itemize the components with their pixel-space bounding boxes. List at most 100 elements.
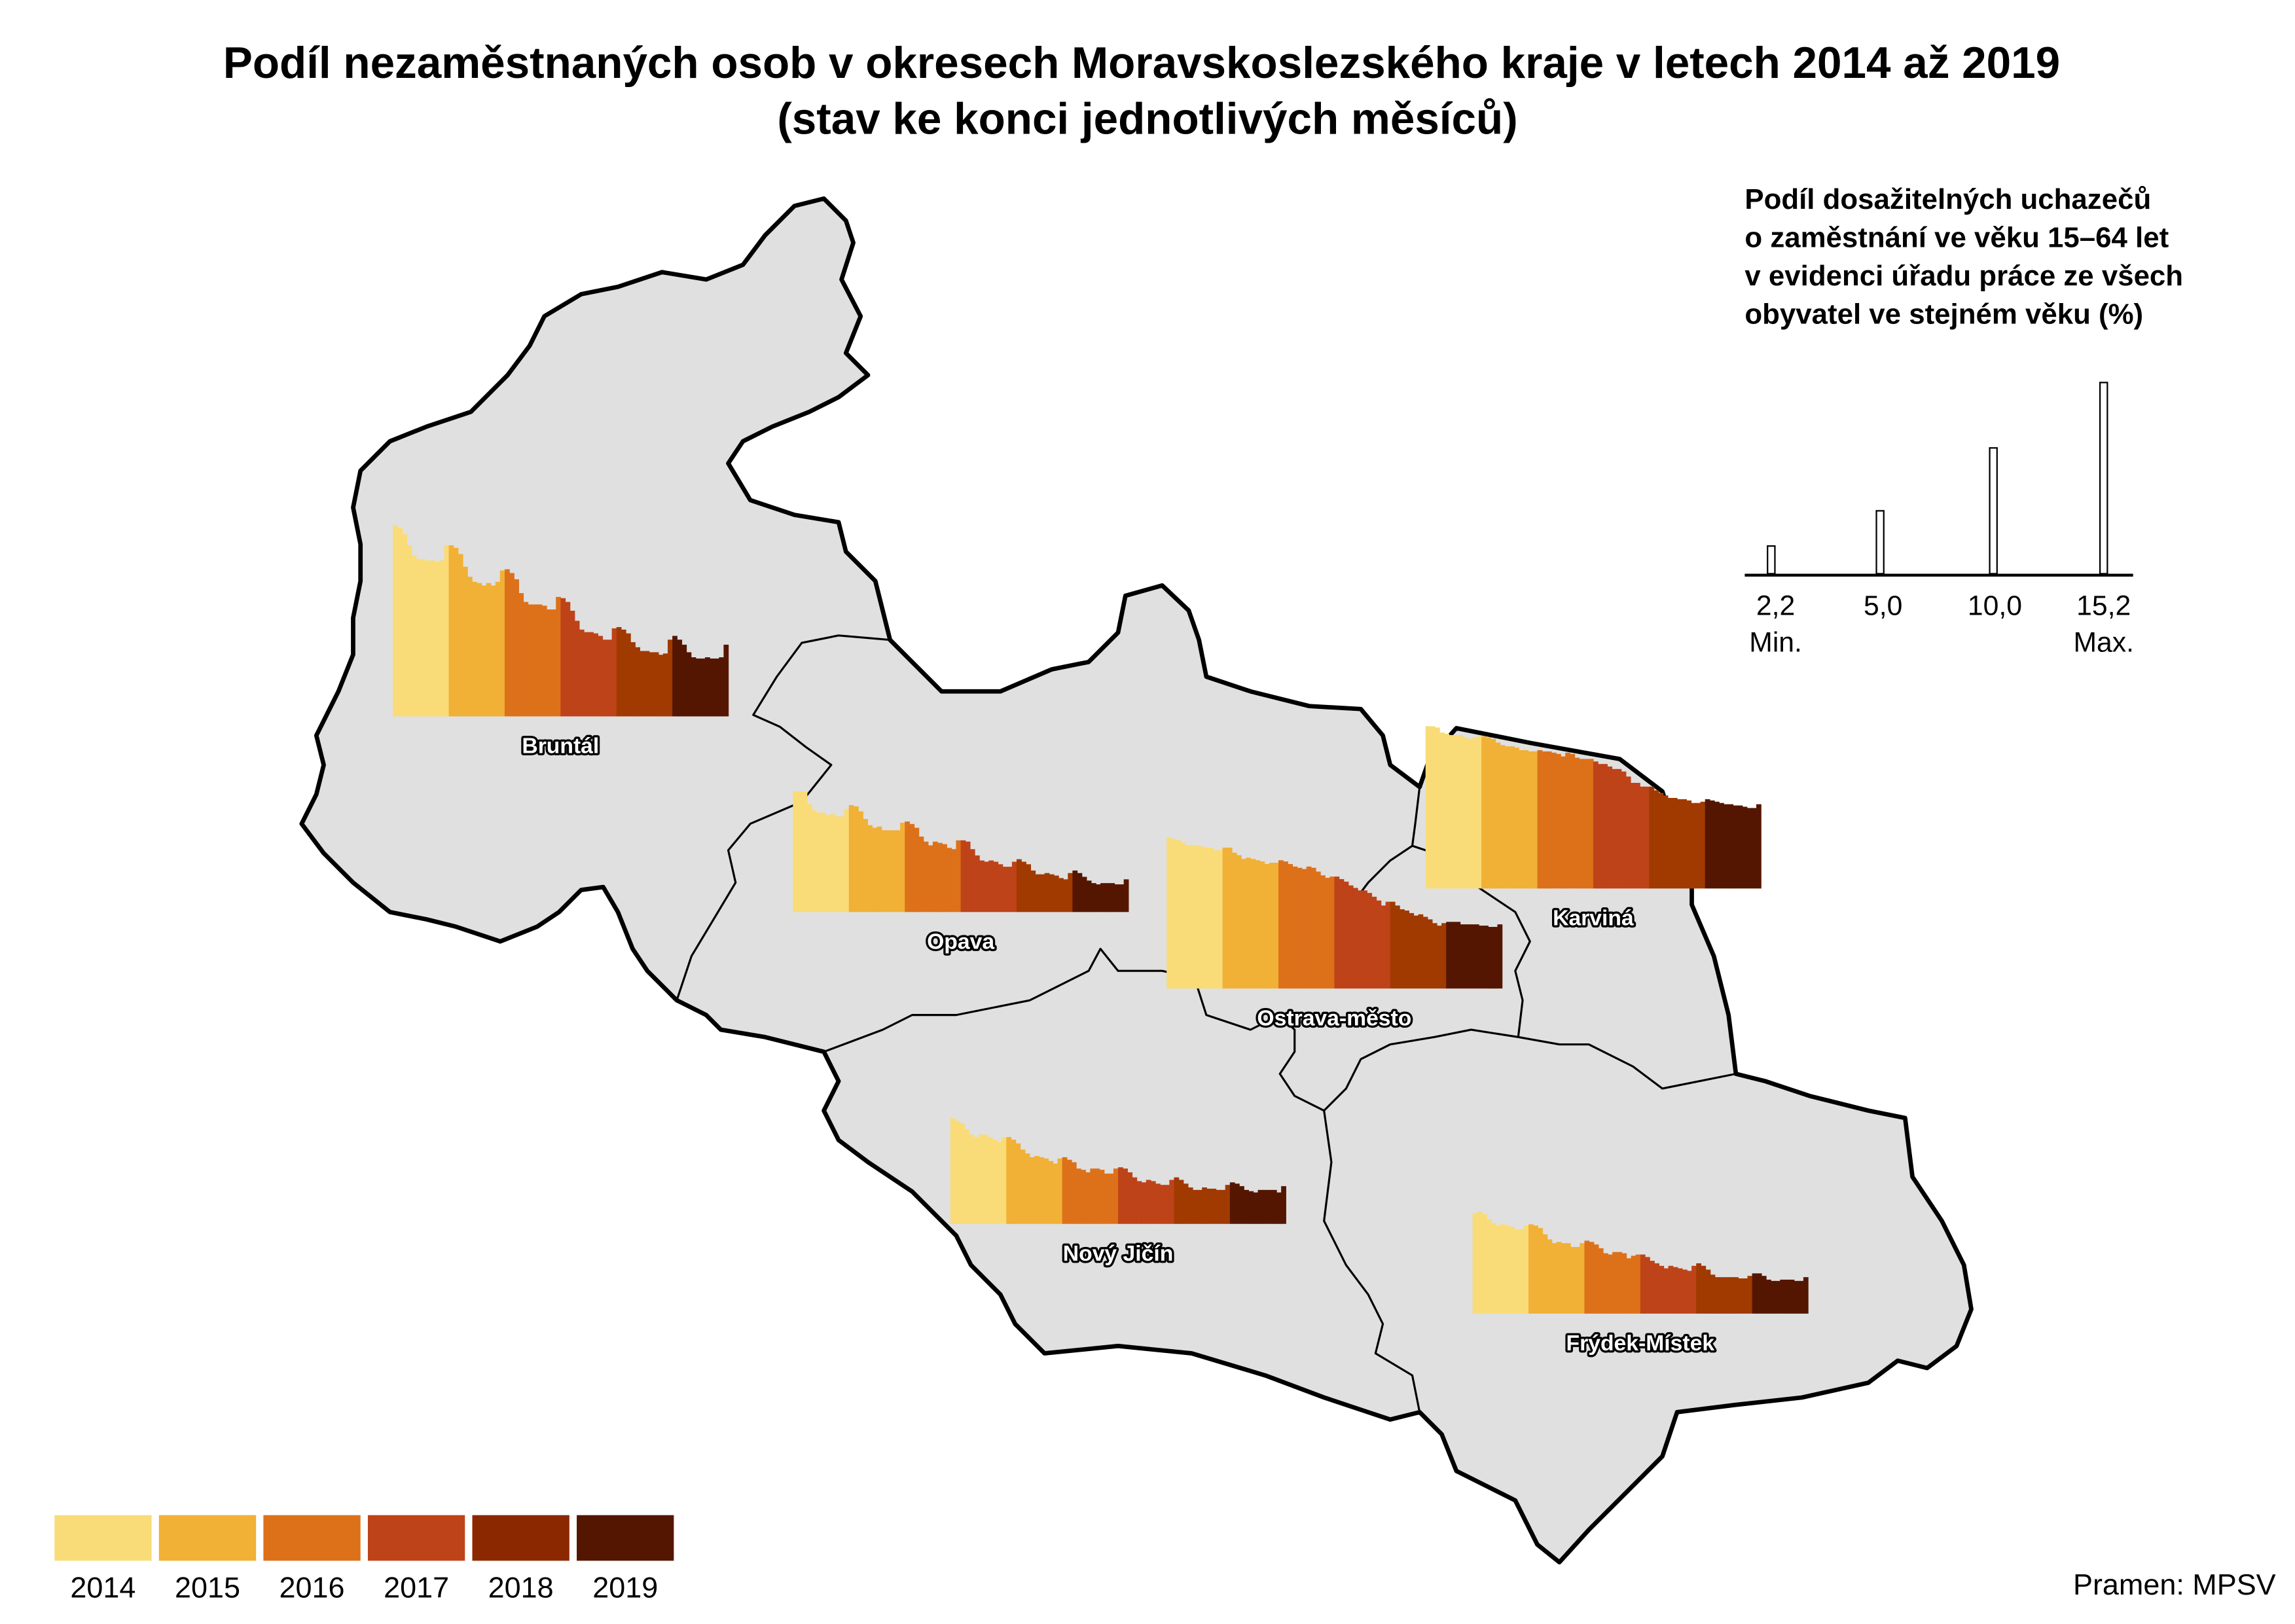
month-bar [541,605,547,717]
month-bar [830,814,836,912]
month-bar [1537,750,1543,889]
month-bar [1409,912,1415,989]
month-bar [1570,1246,1576,1314]
month-bar [1483,926,1489,989]
month-bar [1659,1265,1665,1314]
month-bar [951,849,957,912]
month-bar [973,1137,979,1224]
month-bar [425,560,431,717]
month-bar [532,604,538,717]
month-bar [797,791,803,912]
month-bar [1110,883,1115,912]
month-bar [1500,1224,1506,1314]
size-legend-tick-3: 10,0 [1968,590,2022,621]
month-bar [1477,1212,1483,1314]
month-bar [1367,893,1373,989]
month-bar [1220,1189,1226,1224]
month-bar [1155,1183,1161,1224]
month-bar [1202,1187,1207,1224]
month-bar [1612,1252,1617,1314]
month-bar [1297,867,1303,989]
month-bar [1034,1155,1039,1224]
month-bar [1444,734,1450,889]
month-bar [954,1121,960,1224]
month-bar [1650,1261,1655,1314]
month-bar [1542,1234,1548,1314]
month-bar [1053,875,1059,912]
region-outline [299,196,1974,1564]
size-legend-tick-1: 2,2 [1756,590,1795,621]
month-bar [998,864,1003,912]
year-legend: 2014 2015 2016 2017 2018 2019 [54,1515,674,1604]
month-bar [1752,1273,1758,1314]
month-bar [1320,875,1326,989]
year-swatch [367,1515,465,1561]
month-bar [1686,800,1692,889]
month-bar [518,593,524,717]
month-bar [1150,1181,1156,1224]
month-bar [956,840,962,912]
month-bar [672,636,678,717]
month-bar [1039,874,1045,912]
month-bar [1668,1265,1674,1314]
month-bar [1644,786,1650,889]
month-bar [1283,861,1288,989]
month-bar [486,583,492,717]
month-bar [1166,837,1172,989]
month-bar [1248,1191,1254,1224]
month-bar [1621,771,1627,889]
month-bar [1081,876,1087,912]
district-label: Bruntál [522,734,599,759]
month-bar [499,570,505,717]
month-bar [1229,1182,1235,1224]
month-bar [1462,737,1468,889]
size-legend-bar [1875,510,1885,575]
month-bar [1542,751,1547,889]
month-bar [1176,840,1182,989]
month-bar [1593,761,1599,889]
month-bar [1007,867,1013,912]
month-bar [1738,1278,1744,1314]
month-bar [950,1118,956,1224]
year-swatch [263,1515,361,1561]
month-bar [1026,864,1032,912]
month-bar [509,573,515,717]
district-charts: Bruntál Opava Karviná Ostrava-město Nový Jič… [393,525,1809,1358]
month-bar [1244,1189,1249,1224]
month-bar [1775,1280,1781,1314]
month-bar [1273,863,1279,989]
month-bar [1362,890,1367,989]
month-bar [1189,845,1195,989]
month-bar [1339,879,1345,989]
month-bar [1798,1280,1804,1314]
size-legend-title-4: obyvatel ve stejném věku (%) [1744,298,2143,330]
month-bar [1593,1244,1599,1314]
month-bar [1434,727,1440,889]
month-bar [1104,1173,1110,1224]
month-bar [1211,1188,1217,1224]
month-bar [969,849,975,912]
month-bar [1653,790,1659,889]
month-bar [644,651,650,717]
month-bar [1509,746,1515,889]
size-legend-max-label: Max. [2073,627,2134,659]
month-bar [681,644,687,717]
month-bar [677,640,683,717]
month-bar [1199,846,1204,989]
month-bar [1469,924,1475,989]
month-bar [905,821,910,912]
month-bar [1119,884,1125,912]
district-chart-2: Karviná [1425,726,1762,933]
month-bar [1264,863,1270,989]
month-bar [1053,1163,1058,1224]
month-bar [848,805,854,912]
month-bar [1728,804,1734,889]
month-bar [583,632,589,717]
month-bar [1180,842,1186,989]
border-karvina [1411,787,1737,1090]
month-bar [551,609,556,717]
month-bar [1334,876,1340,989]
year-swatch [577,1515,674,1561]
month-bar [1496,1225,1502,1314]
month-bar [900,822,905,912]
